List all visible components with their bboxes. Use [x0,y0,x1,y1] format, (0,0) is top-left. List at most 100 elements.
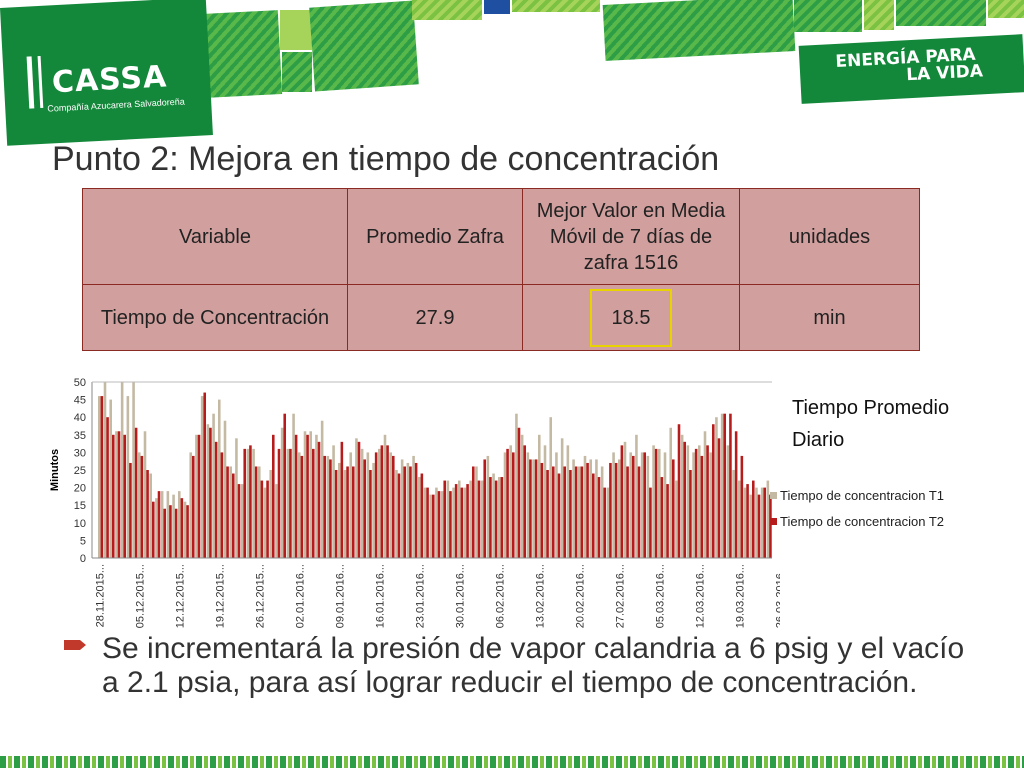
table-header-cell: Promedio Zafra [347,188,523,285]
bar-t2 [540,462,544,558]
bar-t2 [220,452,224,558]
bar-t2 [123,434,126,558]
table-cell: Tiempo de Concentración [82,284,348,351]
bar-t1 [395,470,398,558]
bar-t2 [592,473,595,558]
x-tick-label: 13.02.2016... [534,564,546,628]
x-tick-label: 26.03.2016... [774,564,780,628]
bar-t2 [226,466,229,558]
bar-t2 [723,413,726,558]
x-tick-label: 26.12.2015... [254,564,266,628]
x-tick-label: 23.01.2016... [414,564,426,628]
bar-t2 [649,487,652,558]
bar-t2 [672,459,675,558]
bar-t1 [629,452,632,558]
x-tick-label: 27.02.2016... [614,564,626,628]
header-tile [282,52,312,92]
bar-t1 [166,491,170,558]
x-tick-label: 12.03.2016... [694,564,706,628]
bar-t1 [520,434,524,558]
table-cell-highlighted: 18.5 [522,284,740,351]
x-tick-label: 06.02.2016... [494,564,506,628]
bar-t2 [609,462,612,558]
x-tick-label: 02.01.2016... [294,564,306,628]
bar-t2 [426,487,429,558]
bar-t1 [446,480,450,558]
bar-t2 [534,459,538,558]
bar-t1 [663,452,667,558]
y-tick-label: 50 [74,377,86,389]
bar-t1 [138,452,141,558]
bar-t2 [746,484,749,558]
bar-t2 [712,424,715,558]
bar-t1 [223,420,227,558]
bar-t2 [734,431,738,558]
bar-t2 [203,392,206,558]
bullet-text: Se incrementará la presión de vapor cala… [102,632,965,699]
legend-item: Tiempo de concentracion T1 [770,482,944,508]
bar-t2 [763,487,766,558]
bar-t1 [715,417,718,558]
bar-t2 [666,484,669,558]
bar-t1 [298,452,301,558]
bar-t2 [500,477,504,558]
bar-t2 [197,434,201,558]
bar-t2 [294,434,298,558]
bar-t1 [440,491,444,558]
y-tick-label: 25 [74,465,86,477]
bar-t1 [720,413,724,558]
bar-t1 [263,487,267,558]
bar-t1 [172,494,175,558]
bar-t1 [766,480,770,558]
best-value: 18.5 [589,288,673,347]
bar-t2 [163,508,166,558]
bar-t1 [115,431,118,558]
bar-t2 [574,466,578,558]
bar-t2 [306,434,309,558]
bar-t1 [738,480,741,558]
bar-t2 [260,480,264,558]
bar-t2 [432,494,435,558]
header-tile [988,0,1024,18]
bar-t1 [349,452,352,558]
bar-t2 [403,466,406,558]
bar-t2 [603,487,606,558]
bar-t2 [449,491,452,558]
bar-t2 [186,505,189,558]
bar-t1 [755,487,758,558]
bar-t1 [252,448,255,558]
bar-t2 [369,470,372,558]
bar-t1 [680,434,684,558]
bar-t2 [357,441,361,558]
bar-t2 [283,413,286,558]
bar-t1 [509,445,512,558]
bar-t1 [155,498,158,558]
bar-t2 [169,505,172,558]
bar-t1 [338,462,341,558]
bar-t2 [569,470,572,558]
bar-t2 [112,434,115,558]
bar-t1 [143,431,147,558]
legend-swatch [770,517,777,525]
bar-t1 [463,487,467,558]
bar-t2 [243,448,246,558]
bar-t2 [300,455,304,558]
bar-t2 [380,445,384,558]
bar-t1 [309,431,312,558]
bar-t2 [437,491,441,558]
bar-t1 [126,396,130,558]
bar-t1 [480,480,484,558]
bar-t2 [460,487,464,558]
bar-t2 [340,441,344,558]
bar-t1 [635,434,638,558]
bar-t1 [378,448,381,558]
bar-t1 [189,452,192,558]
bar-t1 [429,494,432,558]
bar-t2 [334,470,338,558]
bar-t1 [475,466,478,558]
table-header-cell: Variable [82,188,348,285]
bar-t2 [454,484,458,558]
bar-t1 [623,441,627,558]
bar-t1 [320,420,324,558]
bar-t1 [160,491,164,558]
